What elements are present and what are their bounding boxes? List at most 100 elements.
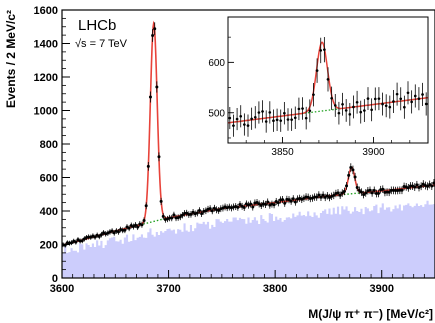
data-point xyxy=(208,207,212,211)
data-point xyxy=(140,223,144,227)
data-point xyxy=(353,175,357,179)
x-axis-label: M(J/ψ π⁺ π⁻) [MeV/c²] xyxy=(308,307,433,321)
data-point xyxy=(315,195,319,199)
data-point xyxy=(134,223,138,227)
inset-data-point xyxy=(312,93,315,96)
y-tick-label: 1400 xyxy=(34,39,58,51)
data-point xyxy=(421,182,425,186)
data-point xyxy=(146,164,150,168)
data-point xyxy=(136,225,140,229)
data-point xyxy=(368,188,372,192)
data-point xyxy=(180,213,184,217)
data-point xyxy=(142,219,146,223)
x-tick-label: 3800 xyxy=(263,283,287,295)
data-point xyxy=(172,213,176,217)
data-point xyxy=(131,225,135,229)
data-point xyxy=(338,193,342,197)
inset-data-point xyxy=(315,69,319,72)
data-point xyxy=(159,199,163,203)
data-point xyxy=(281,198,285,202)
y-tick-label: 400 xyxy=(40,206,58,218)
data-point xyxy=(364,191,368,195)
inset-data-point xyxy=(246,124,250,127)
inset-data-point xyxy=(352,105,355,109)
data-point xyxy=(82,237,86,241)
data-point xyxy=(394,189,398,193)
inset-data-point xyxy=(228,116,232,120)
data-point xyxy=(170,216,174,220)
inset-data-point xyxy=(272,119,275,123)
data-point xyxy=(389,188,393,192)
inset-data-point xyxy=(308,109,312,113)
inset-data-point xyxy=(355,100,359,104)
data-point xyxy=(266,200,270,204)
data-point xyxy=(204,209,208,213)
x-tick-label: 3900 xyxy=(369,283,393,295)
data-point xyxy=(121,228,125,232)
inset-data-point xyxy=(421,93,424,96)
data-point xyxy=(430,184,434,188)
data-point xyxy=(347,173,351,177)
inset-data-point xyxy=(410,100,413,104)
data-point xyxy=(355,185,359,189)
data-point xyxy=(372,188,376,192)
data-point xyxy=(359,190,363,194)
data-point xyxy=(428,182,432,186)
inset-data-point xyxy=(264,120,268,123)
inset-data-point xyxy=(344,109,348,112)
data-point xyxy=(283,201,287,205)
data-point xyxy=(408,184,412,188)
data-point xyxy=(144,204,148,208)
data-point xyxy=(242,205,246,209)
data-point xyxy=(93,235,97,239)
data-point xyxy=(264,202,268,206)
data-point xyxy=(419,184,423,188)
inset-data-point xyxy=(275,118,279,122)
data-point xyxy=(406,186,410,190)
data-point xyxy=(323,195,327,199)
inset-data-point xyxy=(323,48,326,51)
data-point xyxy=(168,216,172,220)
filled-histogram-area xyxy=(62,200,435,278)
data-point xyxy=(153,27,157,31)
y-axis-label: Events / 2 MeV/c² xyxy=(4,10,18,108)
data-point xyxy=(426,184,430,188)
inset-data-point xyxy=(283,111,286,115)
data-point xyxy=(391,188,395,192)
inset-data-point xyxy=(301,107,304,110)
data-point xyxy=(351,168,355,172)
data-point xyxy=(257,202,261,206)
inset-data-point xyxy=(388,105,392,109)
data-points xyxy=(61,22,435,248)
data-point xyxy=(80,239,84,243)
data-point xyxy=(317,193,321,197)
data-point xyxy=(161,214,165,218)
inset-data-point xyxy=(326,78,330,81)
data-point xyxy=(200,212,204,216)
data-point xyxy=(195,211,199,215)
inset-data-point xyxy=(235,117,239,121)
data-point xyxy=(249,202,253,206)
data-point xyxy=(370,191,374,195)
inset-data-point xyxy=(333,104,337,107)
data-point xyxy=(340,191,344,195)
data-point xyxy=(110,229,114,233)
inset-data-point xyxy=(243,123,246,126)
data-point xyxy=(74,240,78,244)
data-point xyxy=(151,34,155,38)
data-point xyxy=(189,212,193,216)
y-tick-label: 1000 xyxy=(34,106,58,118)
inset-data-point xyxy=(370,108,373,112)
inset-data-point xyxy=(297,107,301,111)
x-tick-label: 3700 xyxy=(156,283,180,295)
data-point xyxy=(185,211,189,215)
data-point xyxy=(276,201,280,205)
data-point xyxy=(238,203,242,207)
data-point xyxy=(217,208,221,212)
data-point xyxy=(289,199,293,203)
inset-y-tick-label: 600 xyxy=(208,58,225,69)
inset-data-point xyxy=(286,118,290,121)
data-point xyxy=(251,205,255,209)
y-tick-label: 0 xyxy=(52,273,58,285)
data-point xyxy=(157,155,161,159)
